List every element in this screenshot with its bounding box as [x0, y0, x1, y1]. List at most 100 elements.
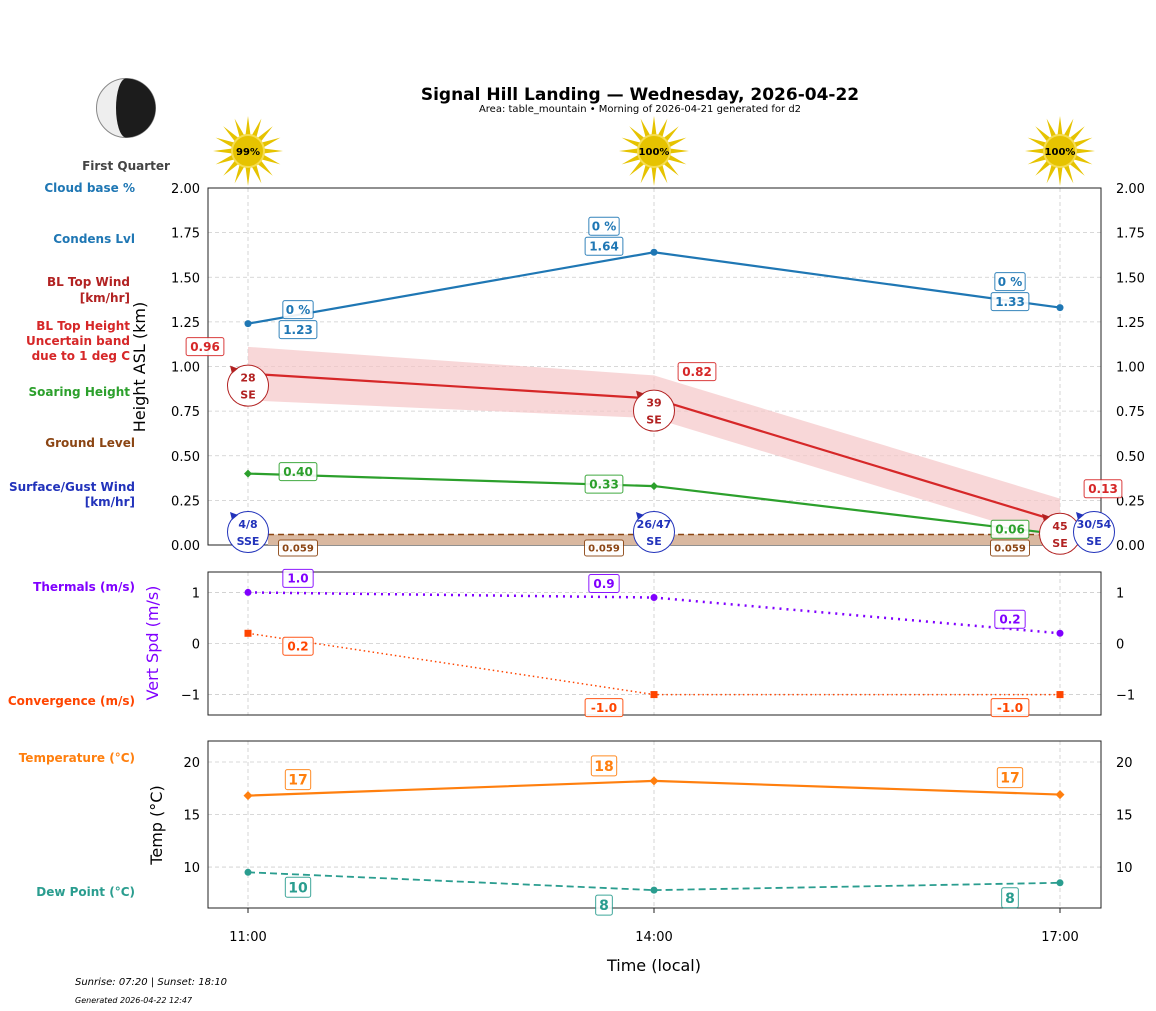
y-tick-label: 0.00 [171, 539, 200, 554]
surface-wind-barb-direction: SSE [237, 535, 260, 548]
surface-wind-barb-speed: 30/54 [1077, 518, 1112, 531]
y-tick-label-right: 1 [1116, 586, 1124, 601]
dewpoint-point [1056, 879, 1064, 887]
y-tick-label: 0.25 [171, 494, 200, 509]
surface-wind-barb-circle [1073, 511, 1115, 553]
soaring-label: 0.06 [995, 523, 1025, 537]
condens-label: 1.33 [995, 295, 1025, 309]
thermals-label: 1.0 [287, 572, 308, 586]
dewpoint-label-box [284, 876, 312, 898]
soaring-label: 0.33 [589, 477, 619, 491]
height-axis-label: Height ASL (km) [130, 302, 149, 432]
legend-bl-height: BL Top Height [36, 319, 130, 333]
surface-wind-barb-circle [633, 511, 675, 553]
legend-temperature: Temperature (°C) [19, 751, 135, 765]
sun-icon-disc [1043, 134, 1077, 168]
sun-percent-label: 100% [639, 147, 670, 158]
thermals-point [650, 594, 658, 602]
y-tick-label-right: 0 [1116, 638, 1124, 653]
sun-icon [1025, 116, 1095, 186]
legend-convergence: Convergence (m/s) [8, 694, 135, 708]
thermals-label: 0.9 [593, 577, 614, 591]
convergence-point [650, 691, 658, 699]
surface-wind-barb-direction: SE [1086, 535, 1101, 548]
condens-point [244, 320, 252, 328]
temp-axis-label: Temp (°C) [147, 785, 166, 865]
temperature-label-box [590, 755, 618, 777]
bl-top-label: 0.82 [682, 365, 712, 379]
bl-top-label-box [185, 337, 225, 357]
x-axis-label: Time (local) [606, 956, 701, 975]
bl-top-label-box [677, 362, 717, 382]
y-tick-label-right: 0.75 [1116, 405, 1145, 420]
y-tick-label: 1.25 [171, 316, 200, 331]
plot-frame-1 [207, 571, 1102, 716]
condens-label-box [278, 320, 318, 340]
condens-point [1056, 304, 1064, 312]
soaring-label-box [584, 474, 624, 494]
ground-level-label: 0.059 [282, 544, 314, 555]
ground-level-label-box [278, 539, 318, 557]
convergence-point [244, 629, 252, 637]
thermals-point [1056, 629, 1064, 637]
generated-timestamp: Generated 2026-04-22 12:47 [75, 996, 193, 1005]
chart-subtitle: Area: table_mountain • Morning of 2026-0… [479, 104, 801, 115]
y-tick-label: 1.75 [171, 227, 200, 242]
temperature-label: 17 [1000, 771, 1019, 787]
sun-percent-label: 99% [236, 147, 260, 158]
legend-bl-band-note: due to 1 deg C [32, 349, 131, 363]
y-tick-label: 2.00 [171, 182, 200, 197]
ground-level-label: 0.059 [588, 544, 620, 555]
y-tick-label-right: 20 [1116, 756, 1133, 771]
soaring-label-box [990, 519, 1030, 539]
soaring-label-box [278, 462, 318, 482]
sun-icon-disc [231, 134, 265, 168]
temperature-label-box [284, 769, 312, 791]
y-tick-label-right: 0.50 [1116, 450, 1145, 465]
y-tick-label-right: 15 [1116, 809, 1133, 824]
x-tick-label: 14:00 [635, 930, 672, 945]
thermals-label-box [588, 574, 620, 594]
bl-wind-barb-speed: 45 [1052, 520, 1067, 533]
cloud-pct-label-box [994, 272, 1026, 292]
bl-wind-barb-direction: SE [1052, 537, 1067, 550]
convergence-label-box [282, 636, 314, 656]
dewpoint-line [247, 871, 1061, 892]
y-tick-label: 0.75 [171, 405, 200, 420]
dewpoint-point [244, 868, 252, 876]
y-tick-label-right: 0.25 [1116, 494, 1145, 509]
soaring-point [650, 482, 658, 491]
bl-wind-barb-direction: SE [646, 414, 661, 427]
y-tick-label: 0.50 [171, 450, 200, 465]
legend-ground: Ground Level [45, 436, 135, 450]
bl-wind-barb-direction: SE [240, 389, 255, 402]
convergence-label-box [584, 698, 624, 718]
dewpoint-label: 8 [599, 898, 609, 914]
legend-soaring: Soaring Height [29, 385, 131, 399]
legend-surface-unit: [km/hr] [85, 495, 135, 509]
ground-level-label: 0.059 [994, 544, 1026, 555]
y-tick-label: 0 [192, 638, 200, 653]
surface-wind-barb-speed: 4/8 [238, 518, 257, 531]
sun-percent-label: 100% [1045, 147, 1076, 158]
ground-level-label-box [584, 539, 624, 557]
vert-speed-axis-label: Vert Spd (m/s) [143, 586, 162, 701]
dewpoint-point [650, 886, 658, 894]
temperature-point [649, 776, 659, 786]
temperature-point [1055, 790, 1065, 800]
y-tick-label-right: 1.25 [1116, 316, 1145, 331]
convergence-point [1056, 691, 1064, 699]
convergence-label: -1.0 [997, 701, 1023, 715]
moon-icon [96, 78, 156, 138]
bl-uncertainty-band [248, 346, 1060, 542]
y-tick-label: 1.00 [171, 361, 200, 376]
legend-condens: Condens Lvl [53, 232, 135, 246]
condens-label-box [990, 292, 1030, 312]
bl-wind-barb-arrow-icon [1042, 513, 1050, 522]
legend-dewpoint: Dew Point (°C) [36, 885, 135, 899]
surface-wind-barb-circle [227, 511, 269, 553]
dewpoint-label: 10 [288, 880, 308, 896]
bl-wind-barb-arrow-icon [230, 365, 238, 374]
dewpoint-label: 8 [1005, 891, 1015, 907]
surface-wind-barb-arrow-icon [636, 512, 644, 520]
